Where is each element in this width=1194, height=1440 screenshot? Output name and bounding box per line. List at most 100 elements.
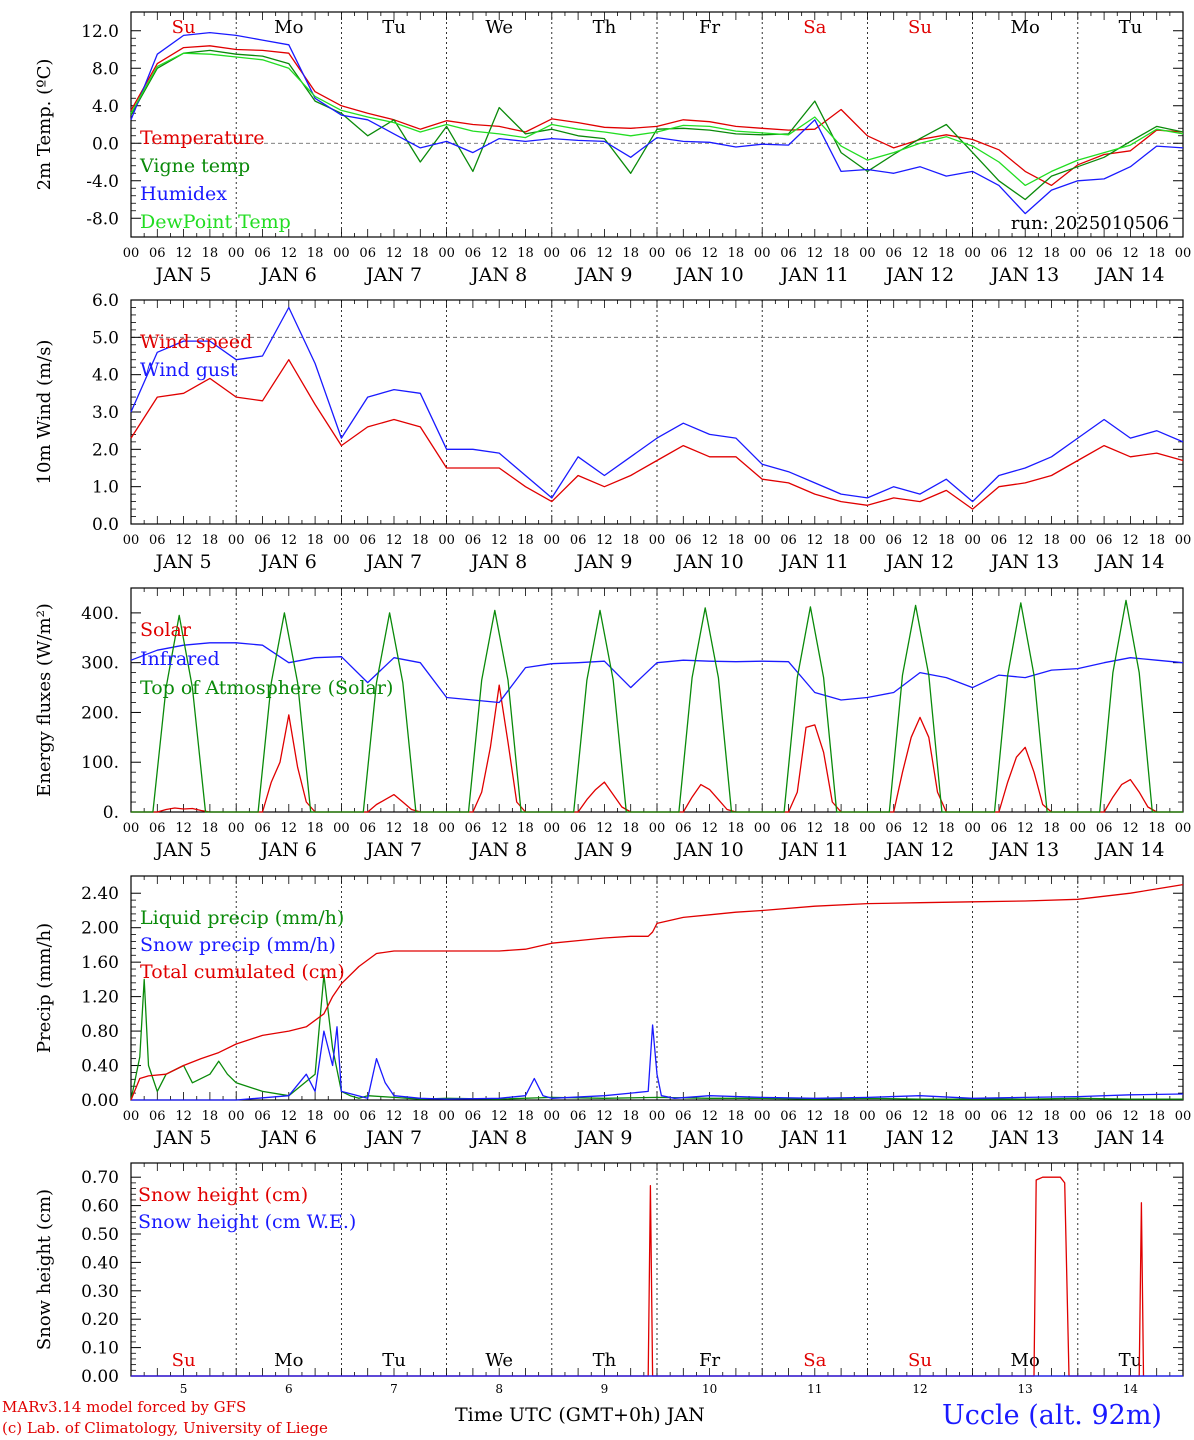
hour-tick-label: 18 [938, 533, 955, 548]
hour-tick-label: 12 [1017, 1109, 1034, 1124]
hour-tick-label: 06 [991, 533, 1008, 548]
hour-tick-label: 12 [912, 533, 929, 548]
series-line-snow-precip-mm-h- [131, 1024, 1184, 1101]
day-label: JAN 6 [259, 551, 317, 573]
hour-tick-label: 18 [517, 246, 534, 261]
hour-tick-label: 06 [991, 1109, 1008, 1124]
hour-tick-label: 00 [228, 533, 245, 548]
y-tick-label: -4.0 [86, 172, 119, 192]
hour-tick-label: 06 [254, 1109, 271, 1124]
series-line-temperature [130, 45, 1184, 187]
weekday-label: Tu [382, 1350, 406, 1371]
day-label: JAN 12 [884, 264, 954, 286]
hour-tick-label: 00 [649, 246, 666, 261]
y-tick-label: 0.50 [81, 1225, 119, 1245]
hour-tick-label: 00 [438, 246, 455, 261]
y-tick-label: 0.20 [81, 1310, 119, 1330]
hour-tick-label: 18 [1043, 533, 1060, 548]
hour-tick-label: 12 [701, 1109, 718, 1124]
y-tick-label: 100. [81, 753, 119, 773]
hour-tick-label: 12 [491, 533, 508, 548]
y-tick-label: 400. [81, 604, 119, 624]
legend-entry: Liquid precip (mm/h) [140, 907, 344, 929]
hour-tick-label: 00 [123, 246, 140, 261]
hour-tick-label: 18 [622, 533, 639, 548]
hour-tick-label: 12 [807, 533, 824, 548]
hour-tick-label: 12 [1122, 821, 1139, 836]
day-label: JAN 11 [779, 264, 849, 286]
hour-tick-label: 12 [1122, 533, 1139, 548]
hour-tick-label: 06 [780, 821, 797, 836]
hour-tick-label: 12 [807, 1109, 824, 1124]
run-annotation: run: 2025010506 [1011, 213, 1169, 234]
day-label: JAN 5 [154, 264, 212, 286]
hour-tick-label: 06 [149, 1109, 166, 1124]
hour-tick-label: 18 [412, 533, 429, 548]
hour-tick-label: 00 [859, 1109, 876, 1124]
y-axis-title: 10m Wind (m/s) [34, 340, 55, 485]
y-tick-label: 0.30 [81, 1282, 119, 1302]
hour-tick-label: 12 [1017, 533, 1034, 548]
hour-tick-label: 12 [1017, 821, 1034, 836]
hour-tick-label: 12 [912, 1109, 929, 1124]
series-line-liquid-precip-mm-h- [130, 974, 1183, 1101]
day-number-label: 6 [285, 1382, 293, 1396]
y-tick-label: 0.10 [81, 1339, 119, 1359]
hour-tick-label: 06 [149, 821, 166, 836]
hour-tick-label: 06 [570, 246, 587, 261]
y-tick-label: 8.0 [92, 59, 119, 79]
weekday-label: Mo [1011, 1350, 1040, 1371]
hour-tick-label: 18 [622, 246, 639, 261]
time-axis-label: Time UTC (GMT+0h) JAN [455, 1404, 705, 1426]
day-label: JAN 9 [574, 839, 632, 861]
hour-tick-label: 18 [307, 1109, 324, 1124]
hour-tick-label: 06 [780, 1109, 797, 1124]
hour-tick-label: 18 [938, 821, 955, 836]
hour-tick-label: 00 [754, 1109, 771, 1124]
hour-tick-label: 06 [675, 821, 692, 836]
hour-tick-label: 06 [885, 1109, 902, 1124]
hour-tick-label: 06 [780, 533, 797, 548]
hour-tick-label: 06 [885, 246, 902, 261]
y-tick-label: 0.40 [81, 1057, 119, 1077]
hour-tick-label: 18 [307, 246, 324, 261]
hour-tick-label: 06 [254, 821, 271, 836]
series-line-total-cumulated-cm- [130, 883, 1184, 1101]
hour-tick-label: 12 [281, 1109, 298, 1124]
hour-tick-label: 00 [1070, 246, 1087, 261]
y-axis-title: Snow height (cm) [34, 1189, 55, 1350]
station-label: Uccle (alt. 92m) [942, 1400, 1162, 1431]
series-line-humidex [130, 31, 1184, 215]
day-label: JAN 12 [884, 839, 954, 861]
y-tick-label: 0.60 [81, 1197, 119, 1217]
hour-tick-label: 06 [1096, 821, 1113, 836]
hour-tick-label: 00 [333, 821, 350, 836]
day-label: JAN 9 [574, 1127, 632, 1149]
series-line-wind-gust [130, 306, 1184, 503]
legend-entry: Wind speed [140, 331, 252, 353]
hour-tick-label: 18 [622, 821, 639, 836]
lab-credit: (c) Lab. of Climatology, University of L… [2, 1419, 328, 1437]
hour-tick-label: 18 [307, 821, 324, 836]
hour-tick-label: 06 [149, 533, 166, 548]
legend-entry: Snow precip (mm/h) [140, 934, 336, 956]
y-tick-label: 2.0 [92, 440, 119, 460]
hour-tick-label: 18 [833, 1109, 850, 1124]
day-label: JAN 6 [259, 1127, 317, 1149]
hour-tick-label: 06 [675, 246, 692, 261]
hour-tick-label: 12 [1017, 246, 1034, 261]
y-tick-label: 0.0 [92, 134, 119, 154]
day-label: JAN 7 [364, 551, 422, 573]
day-label: JAN 7 [364, 1127, 422, 1149]
y-axis-title: Energy fluxes (W/m²) [34, 603, 55, 797]
y-tick-label: 1.60 [81, 953, 119, 973]
y-tick-label: 300. [81, 654, 119, 674]
day-label: JAN 13 [989, 1127, 1059, 1149]
meteogram-figure: 12.0 8.0 4.0 0.0 -4.0 -8.0 2m Temp. (ºC) 00 06 12… [34, 11, 1191, 1396]
y-tick-label: 2.40 [81, 884, 119, 904]
hour-tick-label: 18 [202, 246, 219, 261]
series-line-vigne-temp [130, 49, 1184, 201]
weekday-label: Su [908, 1350, 932, 1371]
hour-tick-label: 00 [1070, 533, 1087, 548]
hour-tick-label: 06 [359, 1109, 376, 1124]
